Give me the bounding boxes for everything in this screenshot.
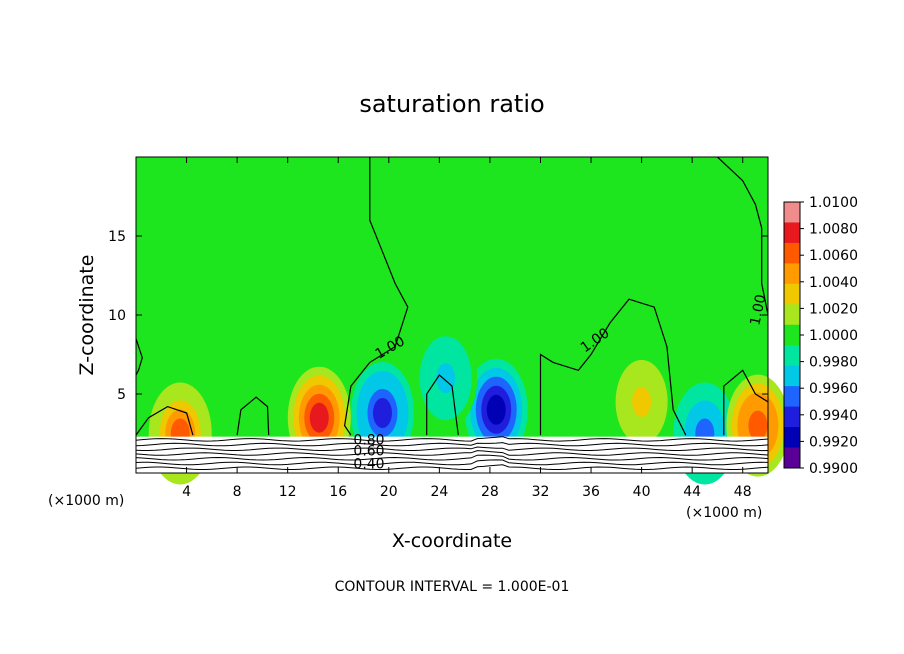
contour-field: [136, 157, 790, 485]
x-tick-label-4: 4: [182, 484, 191, 500]
colorbar-swatch-6: [784, 324, 800, 346]
x-tick-label-48: 48: [734, 484, 752, 500]
field-blob-4-ring-1: [632, 386, 652, 417]
colorbar-swatch-7: [784, 345, 800, 367]
colorbar-swatch-4: [784, 283, 800, 305]
colorbar-swatch-1: [784, 222, 800, 244]
colorbar-swatch-8: [784, 365, 800, 387]
field-blob-2-ring-1: [486, 394, 506, 425]
colorbar-swatch-2: [784, 242, 800, 264]
field-blob-6-ring-1: [748, 410, 768, 441]
contour-line-3: [426, 374, 459, 436]
contour-line-2: [343, 157, 409, 436]
colorbar-swatch-9: [784, 386, 800, 408]
colorbar-swatch-5: [784, 304, 800, 326]
x-axis-label: X-coordinate: [392, 530, 512, 552]
terrain-contour-4: [135, 446, 769, 452]
contour-label-3: 0.80: [353, 433, 384, 449]
terrain-contour-5: [135, 442, 769, 447]
colorbar-label-6: 0.9980: [809, 355, 858, 371]
colorbar-swatch-10: [784, 406, 800, 428]
y-tick-label-10: 10: [108, 308, 126, 324]
colorbar-label-4: 1.0020: [809, 301, 858, 317]
colorbar-label-0: 1.0100: [809, 195, 858, 211]
x-tick-label-24: 24: [430, 484, 448, 500]
chart-title: saturation ratio: [359, 90, 544, 118]
contour-label-5: 0.40: [353, 456, 384, 472]
colorbar-swatch-12: [784, 447, 800, 469]
x-tick-label-12: 12: [279, 484, 297, 500]
contour-line-7: [135, 338, 143, 376]
colorbar-label-10: 0.9900: [809, 461, 858, 477]
colorbar-label-1: 1.0080: [809, 222, 858, 238]
terrain-contour-0: [135, 464, 769, 470]
field-blob-0-ring-1: [309, 402, 329, 433]
colorbar-swatch-11: [784, 427, 800, 449]
contour-line-0: [135, 405, 194, 436]
x-tick-label-16: 16: [329, 484, 347, 500]
y-axis-ticks: 5 10 15: [108, 229, 768, 403]
colorbar-swatch-3: [784, 263, 800, 285]
contour-line-6: [716, 156, 769, 316]
field-blob-3-ring-1: [372, 397, 392, 428]
y-tick-label-5: 5: [117, 387, 126, 403]
terrain-contour-1: [135, 459, 769, 466]
x-tick-label-44: 44: [683, 484, 701, 500]
y-tick-label-15: 15: [108, 229, 126, 245]
x-tick-label-40: 40: [633, 484, 651, 500]
contour-label-4: 0.60: [353, 444, 384, 460]
contour-lines: [135, 156, 769, 470]
colorbar-swatch-0: [784, 202, 800, 223]
colorbar-label-8: 0.9940: [809, 408, 858, 424]
terrain-contour-3: [135, 450, 769, 456]
contour-line-4: [539, 298, 687, 436]
x-tick-label-32: 32: [532, 484, 550, 500]
colorbar-label-2: 1.0060: [809, 248, 858, 264]
colorbar: 1.0100 1.0080 1.0060 1.0040 1.0020 1.0000 0.99…: [783, 195, 858, 477]
colorbar-label-5: 1.0000: [809, 328, 858, 344]
colorbar-label-3: 1.0040: [809, 275, 858, 291]
field-blob-7-ring-1: [436, 363, 456, 394]
x-tick-label-28: 28: [481, 484, 499, 500]
colorbar-label-7: 0.9960: [809, 381, 858, 397]
x-unit-left: (×1000 m): [48, 493, 124, 509]
terrain-contour-6: [135, 436, 769, 442]
y-axis-label: Z-coordinate: [76, 255, 98, 376]
x-axis-ticks: 4 8 12 16 20 24 28 32 36 40 44 48: [182, 157, 752, 500]
contour-label-2: 1.00: [747, 293, 769, 327]
colorbar-label-9: 0.9920: [809, 434, 858, 450]
x-tick-label-36: 36: [582, 484, 600, 500]
x-tick-label-20: 20: [380, 484, 398, 500]
terrain-contour-2: [135, 454, 769, 461]
contour-interval-note: CONTOUR INTERVAL = 1.000E-01: [335, 579, 570, 595]
contour-line-5: [723, 369, 769, 436]
contour-line-1: [236, 396, 270, 436]
x-unit-right: (×1000 m): [686, 505, 762, 521]
x-tick-label-8: 8: [233, 484, 242, 500]
